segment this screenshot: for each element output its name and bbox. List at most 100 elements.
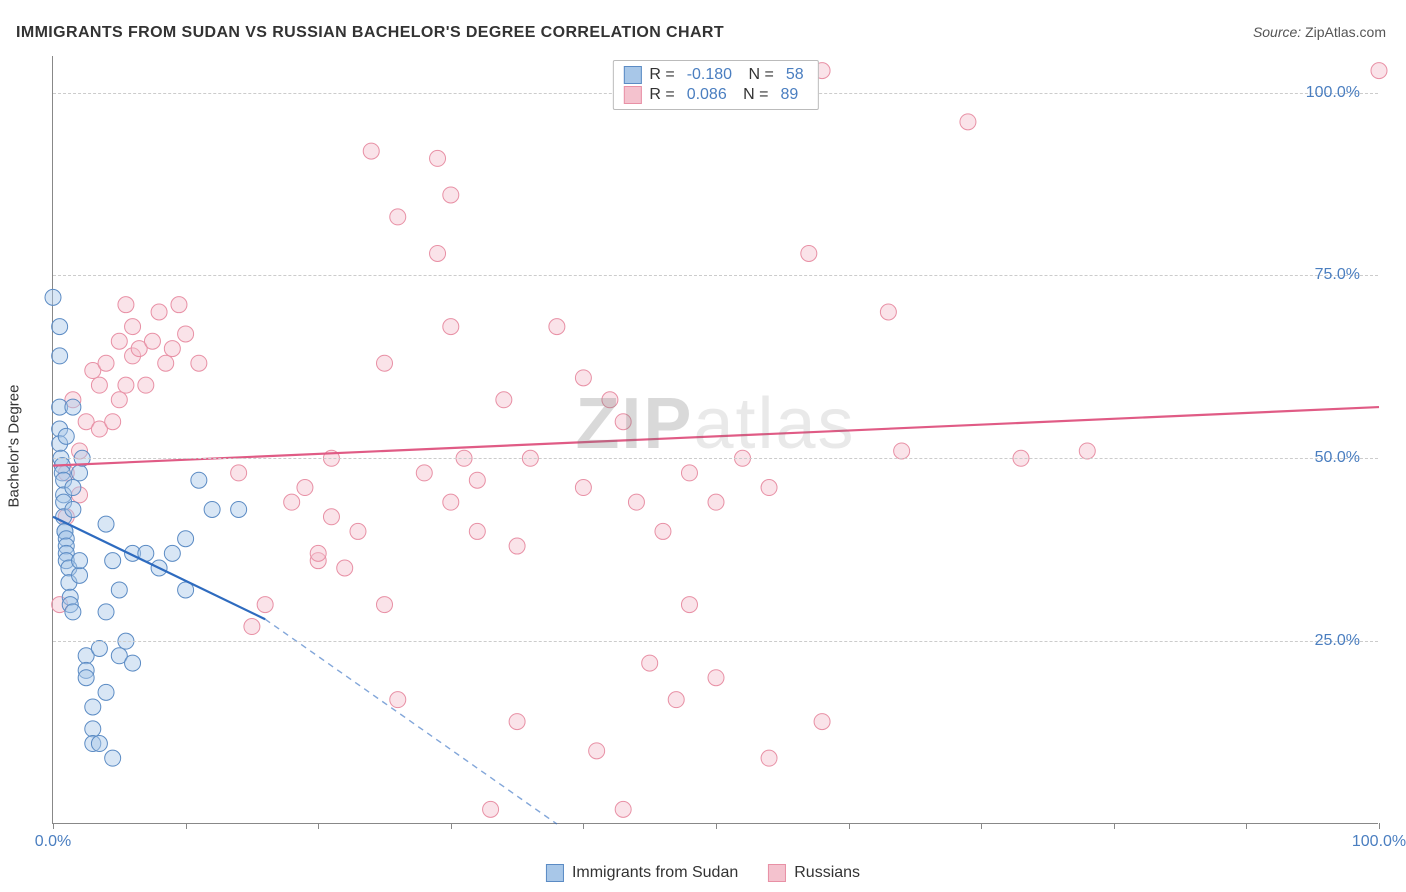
scatter-point-russians: [801, 245, 817, 261]
scatter-point-russians: [430, 245, 446, 261]
scatter-point-russians: [144, 333, 160, 349]
legend-stats-row-sudan: R = -0.180 N = 58: [623, 65, 807, 85]
scatter-point-russians: [164, 341, 180, 357]
scatter-point-russians: [443, 319, 459, 335]
scatter-point-russians: [323, 509, 339, 525]
scatter-point-russians: [125, 319, 141, 335]
ytick-label: 25.0%: [1315, 632, 1360, 650]
correlation-chart: IMMIGRANTS FROM SUDAN VS RUSSIAN BACHELO…: [0, 0, 1406, 892]
scatter-point-russians: [91, 377, 107, 393]
scatter-point-russians: [430, 150, 446, 166]
scatter-point-russians: [615, 801, 631, 817]
scatter-point-russians: [118, 297, 134, 313]
scatter-point-russians: [708, 670, 724, 686]
gridline: [53, 641, 1378, 642]
scatter-point-russians: [469, 523, 485, 539]
scatter-point-sudan: [52, 319, 68, 335]
scatter-point-sudan: [98, 604, 114, 620]
scatter-point-sudan: [91, 736, 107, 752]
ytick-label: 50.0%: [1315, 449, 1360, 467]
scatter-point-russians: [814, 714, 830, 730]
scatter-point-russians: [310, 545, 326, 561]
scatter-point-sudan: [91, 640, 107, 656]
scatter-point-sudan: [72, 465, 88, 481]
scatter-point-sudan: [65, 604, 81, 620]
scatter-point-russians: [469, 472, 485, 488]
scatter-point-russians: [98, 355, 114, 371]
scatter-point-sudan: [98, 516, 114, 532]
legend-stats: R = -0.180 N = 58 R = 0.086 N = 89: [612, 60, 818, 110]
scatter-point-russians: [509, 714, 525, 730]
scatter-point-russians: [151, 304, 167, 320]
scatter-point-russians: [668, 692, 684, 708]
scatter-point-russians: [708, 494, 724, 510]
legend-item-sudan: Immigrants from Sudan: [546, 864, 738, 882]
scatter-point-russians: [1371, 63, 1387, 79]
scatter-point-russians: [337, 560, 353, 576]
xtick: [451, 823, 452, 829]
scatter-point-russians: [390, 209, 406, 225]
scatter-point-russians: [761, 480, 777, 496]
scatter-point-russians: [191, 355, 207, 371]
scatter-point-russians: [483, 801, 499, 817]
scatter-point-russians: [761, 750, 777, 766]
ytick-label: 100.0%: [1306, 84, 1360, 102]
legend-bottom-swatch-sudan: [546, 864, 564, 882]
n-value-sudan: 58: [782, 66, 808, 84]
scatter-point-russians: [443, 187, 459, 203]
scatter-point-russians: [602, 392, 618, 408]
source-name: ZipAtlas.com: [1305, 24, 1386, 40]
xtick: [53, 823, 54, 829]
scatter-point-sudan: [105, 750, 121, 766]
gridline: [53, 458, 1378, 459]
xtick: [1246, 823, 1247, 829]
scatter-point-russians: [297, 480, 313, 496]
scatter-point-russians: [589, 743, 605, 759]
scatter-point-russians: [178, 326, 194, 342]
scatter-point-russians: [681, 465, 697, 481]
scatter-point-sudan: [72, 567, 88, 583]
legend-stats-row-russians: R = 0.086 N = 89: [623, 85, 807, 105]
scatter-point-sudan: [178, 531, 194, 547]
source-label: Source:: [1253, 24, 1305, 40]
legend-swatch-russians: [623, 86, 641, 104]
scatter-point-sudan: [72, 553, 88, 569]
scatter-point-russians: [628, 494, 644, 510]
y-axis-label: Bachelor's Degree: [6, 385, 23, 508]
scatter-point-sudan: [65, 480, 81, 496]
chart-title: IMMIGRANTS FROM SUDAN VS RUSSIAN BACHELO…: [16, 24, 724, 42]
scatter-point-russians: [496, 392, 512, 408]
scatter-point-russians: [118, 377, 134, 393]
scatter-point-sudan: [164, 545, 180, 561]
scatter-point-sudan: [45, 289, 61, 305]
scatter-point-russians: [377, 355, 393, 371]
scatter-point-russians: [960, 114, 976, 130]
scatter-point-russians: [575, 370, 591, 386]
scatter-point-russians: [158, 355, 174, 371]
scatter-point-sudan: [52, 348, 68, 364]
xtick-label: 0.0%: [35, 833, 71, 851]
xtick: [1379, 823, 1380, 829]
trend-line-sudan: [53, 517, 265, 619]
gridline: [53, 275, 1378, 276]
scatter-point-russians: [549, 319, 565, 335]
scatter-point-russians: [231, 465, 247, 481]
scatter-point-russians: [111, 392, 127, 408]
legend-item-russians: Russians: [768, 864, 860, 882]
scatter-point-sudan: [204, 501, 220, 517]
scatter-point-sudan: [65, 501, 81, 517]
r-value-sudan: -0.180: [683, 66, 736, 84]
legend-bottom-swatch-russians: [768, 864, 786, 882]
scatter-point-russians: [1079, 443, 1095, 459]
scatter-point-russians: [575, 480, 591, 496]
xtick-label: 100.0%: [1352, 833, 1406, 851]
scatter-point-russians: [894, 443, 910, 459]
xtick: [716, 823, 717, 829]
scatter-point-sudan: [125, 655, 141, 671]
legend-bottom-label-sudan: Immigrants from Sudan: [572, 864, 738, 882]
scatter-point-russians: [443, 494, 459, 510]
legend-bottom-label-russians: Russians: [794, 864, 860, 882]
r-value-russians: 0.086: [683, 86, 731, 104]
xtick: [849, 823, 850, 829]
scatter-point-sudan: [191, 472, 207, 488]
